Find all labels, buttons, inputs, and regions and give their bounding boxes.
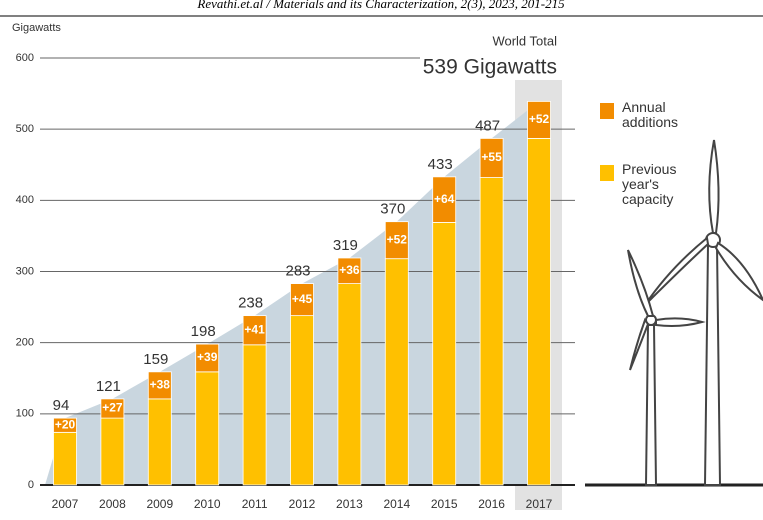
y-axis-label: Gigawatts	[12, 22, 61, 34]
segment-label: +38	[150, 378, 171, 392]
x-tick-label: 2013	[336, 497, 363, 511]
segment-label: +36	[339, 263, 360, 277]
bar-segment	[432, 176, 457, 223]
x-tick-label: 2011	[242, 497, 268, 511]
total-label: 159	[143, 351, 168, 368]
x-tick-label: 2007	[52, 497, 79, 511]
x-tick-label: 2015	[431, 497, 458, 511]
bar-segment	[479, 177, 504, 486]
bar-segment	[479, 138, 504, 178]
legend-label: Previous year's capacity	[622, 161, 677, 207]
bar-segment	[337, 257, 362, 284]
y-tick-label: 300	[16, 265, 34, 277]
annotation-title: World Total	[492, 33, 557, 48]
segment-label: +52	[529, 112, 550, 126]
y-tick-label: 400	[16, 194, 34, 206]
total-label: 238	[238, 295, 263, 312]
annotation-text: 539 Gigawatts	[423, 56, 557, 79]
bar-segment	[290, 315, 314, 486]
total-label: 283	[285, 263, 310, 280]
bar-segment	[384, 221, 409, 260]
total-label: 94	[53, 397, 70, 414]
bar-segment	[242, 315, 267, 346]
bar-segment	[53, 431, 77, 486]
bar-segment	[527, 101, 551, 139]
total-label: 487	[475, 117, 500, 134]
segment-label: +64	[434, 192, 455, 206]
segment-label: +55	[481, 150, 502, 164]
legend-swatch	[600, 103, 614, 119]
total-label: 370	[380, 201, 405, 218]
total-label: 121	[96, 378, 121, 395]
total-label: 319	[333, 237, 358, 254]
x-tick-label: 2010	[194, 497, 221, 511]
y-tick-label: 0	[28, 479, 34, 491]
bar-segment	[147, 371, 172, 400]
total-label: 433	[428, 156, 453, 173]
segment-label: +39	[197, 350, 218, 364]
bar-segment	[195, 343, 220, 373]
bar-segment	[147, 398, 172, 486]
x-tick-label: 2008	[99, 497, 126, 511]
x-tick-label: 2017	[526, 497, 553, 511]
bar-segment	[195, 371, 220, 486]
bar-segment	[384, 258, 409, 486]
y-tick-label: 200	[16, 337, 34, 349]
legend-label: Annual additions	[622, 99, 679, 130]
bar-segment	[527, 138, 551, 486]
segment-label: +52	[387, 232, 408, 246]
x-tick-label: 2009	[146, 497, 173, 511]
bar-segment	[242, 344, 267, 486]
segment-label: +20	[55, 417, 76, 431]
bar-segment	[290, 283, 314, 317]
y-tick-label: 600	[16, 52, 34, 64]
turbines	[585, 139, 763, 487]
bar-segment	[337, 283, 362, 486]
segment-label: +27	[102, 401, 123, 415]
y-tick-label: 100	[16, 408, 34, 420]
bar-segment	[53, 417, 77, 433]
x-tick-label: 2014	[383, 497, 410, 511]
legend-swatch	[600, 165, 614, 181]
x-tick-label: 2016	[478, 497, 505, 511]
segment-label: +41	[244, 322, 265, 336]
x-tick-label: 2012	[289, 497, 316, 511]
y-tick-label: 500	[16, 123, 34, 135]
segment-label: +45	[292, 292, 313, 306]
total-label: 198	[191, 323, 216, 340]
bar-segment	[100, 417, 125, 486]
source: Revathi.et.al / Materials and its Charac…	[196, 0, 565, 11]
bar-segment	[432, 221, 457, 486]
bar-segment	[100, 398, 125, 419]
